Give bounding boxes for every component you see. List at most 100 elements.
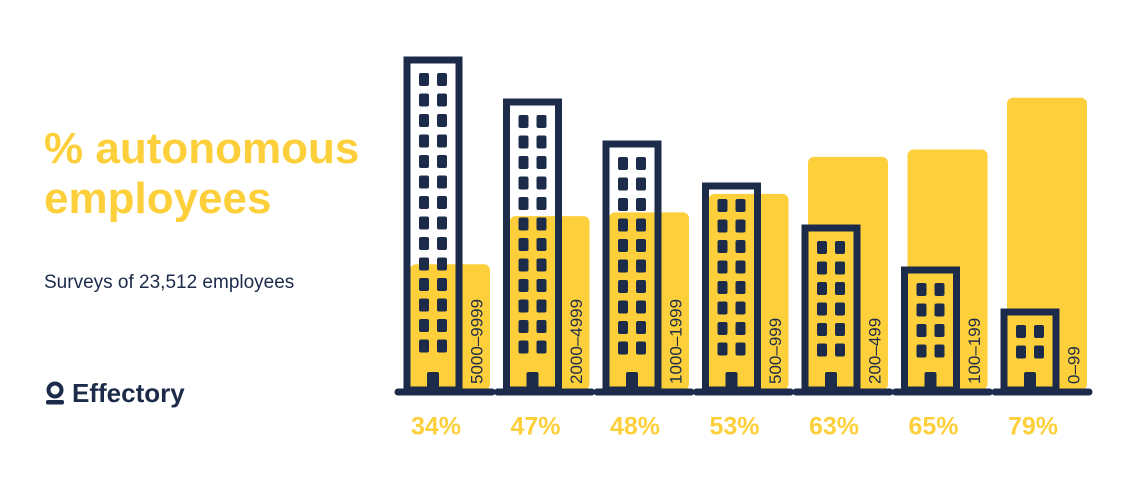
window bbox=[536, 340, 547, 354]
window bbox=[1034, 345, 1044, 359]
window bbox=[518, 299, 529, 313]
window bbox=[636, 259, 646, 273]
window bbox=[618, 218, 628, 232]
window bbox=[618, 300, 628, 314]
window bbox=[835, 323, 845, 336]
building bbox=[494, 98, 595, 396]
category-label: 2000–4999 bbox=[567, 299, 586, 384]
bar bbox=[1007, 97, 1087, 390]
window bbox=[437, 216, 447, 230]
window bbox=[916, 283, 927, 296]
window bbox=[437, 257, 447, 271]
window bbox=[717, 281, 728, 294]
window bbox=[536, 217, 547, 231]
window bbox=[934, 324, 945, 337]
window bbox=[735, 281, 746, 294]
window bbox=[536, 299, 547, 313]
window bbox=[1016, 345, 1026, 359]
window bbox=[518, 258, 529, 272]
window bbox=[419, 114, 429, 127]
window bbox=[934, 283, 945, 296]
category-label: 200–499 bbox=[865, 318, 884, 384]
window bbox=[419, 134, 429, 148]
chart-subtitle: Surveys of 23,512 employees bbox=[44, 272, 295, 293]
window bbox=[934, 344, 945, 358]
window bbox=[817, 282, 827, 295]
window bbox=[735, 301, 746, 315]
window bbox=[518, 135, 529, 149]
window bbox=[717, 219, 728, 233]
window bbox=[735, 260, 746, 274]
window bbox=[717, 342, 728, 356]
window bbox=[835, 261, 845, 275]
window bbox=[437, 298, 447, 312]
window bbox=[437, 278, 447, 291]
window bbox=[636, 157, 646, 170]
window bbox=[419, 278, 429, 291]
window bbox=[817, 302, 827, 316]
window bbox=[618, 259, 628, 273]
window bbox=[536, 320, 547, 333]
window bbox=[536, 156, 547, 169]
bar bbox=[708, 193, 789, 390]
category-label: 5000–9999 bbox=[467, 299, 486, 384]
window bbox=[419, 257, 429, 271]
door bbox=[725, 372, 738, 390]
window bbox=[636, 280, 646, 293]
window bbox=[618, 239, 628, 252]
window bbox=[437, 134, 447, 148]
chart-title: % autonomous employees bbox=[44, 124, 360, 223]
category-label: 0–99 bbox=[1064, 346, 1083, 384]
window bbox=[536, 258, 547, 272]
window bbox=[618, 157, 628, 170]
building bbox=[991, 308, 1093, 396]
door bbox=[427, 372, 439, 390]
window bbox=[419, 298, 429, 312]
building bbox=[792, 224, 894, 396]
window bbox=[916, 344, 927, 358]
window bbox=[717, 322, 728, 335]
window bbox=[735, 342, 746, 356]
bar bbox=[609, 212, 689, 390]
window bbox=[618, 280, 628, 293]
bar bbox=[808, 156, 888, 390]
window bbox=[518, 197, 529, 210]
window bbox=[618, 177, 628, 191]
window bbox=[518, 217, 529, 231]
value-label: 79% bbox=[1008, 413, 1058, 441]
window bbox=[518, 156, 529, 169]
window bbox=[817, 343, 827, 357]
window bbox=[1016, 325, 1026, 338]
brand: Effectory bbox=[44, 378, 185, 409]
window bbox=[618, 198, 628, 211]
door bbox=[1024, 372, 1036, 390]
window bbox=[419, 216, 429, 230]
window bbox=[916, 303, 927, 317]
window bbox=[735, 219, 746, 233]
window bbox=[636, 218, 646, 232]
window bbox=[536, 197, 547, 210]
value-label: 48% bbox=[610, 413, 660, 441]
value-label: 47% bbox=[510, 413, 560, 441]
bar bbox=[410, 264, 490, 390]
window bbox=[536, 176, 547, 190]
window bbox=[419, 339, 429, 353]
building bbox=[693, 182, 794, 396]
window bbox=[437, 73, 447, 86]
building bbox=[593, 140, 695, 396]
value-label: 63% bbox=[809, 413, 859, 441]
window bbox=[437, 155, 447, 168]
window bbox=[817, 261, 827, 275]
window bbox=[717, 301, 728, 315]
window bbox=[518, 340, 529, 354]
window bbox=[735, 322, 746, 335]
window bbox=[536, 238, 547, 251]
door bbox=[825, 372, 837, 390]
window bbox=[636, 198, 646, 211]
value-label: 53% bbox=[709, 413, 759, 441]
window bbox=[518, 279, 529, 292]
bar bbox=[509, 216, 590, 390]
window bbox=[518, 176, 529, 190]
